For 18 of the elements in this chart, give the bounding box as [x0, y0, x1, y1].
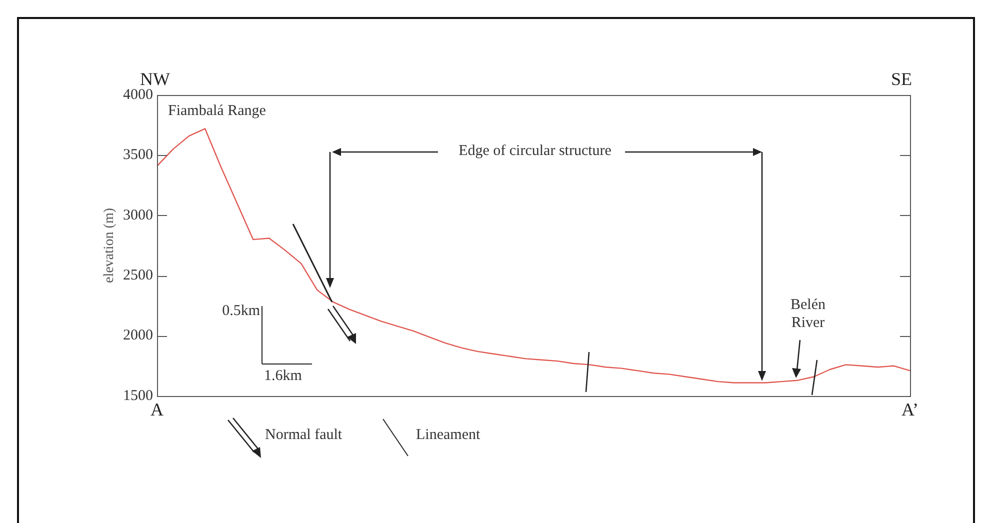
text: Lineament: [416, 426, 480, 444]
annotation: 0.5km: [222, 302, 260, 320]
y-tick-label: 2500: [123, 268, 153, 284]
y-tick-label: 4000: [123, 86, 153, 103]
text: Normal fault: [265, 426, 342, 444]
x-tick-label: A’: [902, 400, 918, 420]
annotation: Fiambalá Range: [168, 102, 266, 120]
x-tick-label: A: [150, 400, 164, 420]
annotation: 1.6km: [264, 367, 302, 385]
y-tick-label: 2000: [123, 328, 153, 344]
y-tick-label: 3500: [123, 147, 153, 164]
text: NW: [140, 69, 170, 89]
text: SE: [890, 69, 912, 89]
y-tick-label: 3000: [123, 207, 153, 224]
annotation: Edge of circular structure: [458, 142, 612, 160]
y-tick-label: 1500: [123, 388, 153, 404]
y-axis-title: elevation (m): [102, 208, 118, 284]
annotation: Belén River: [790, 296, 826, 332]
